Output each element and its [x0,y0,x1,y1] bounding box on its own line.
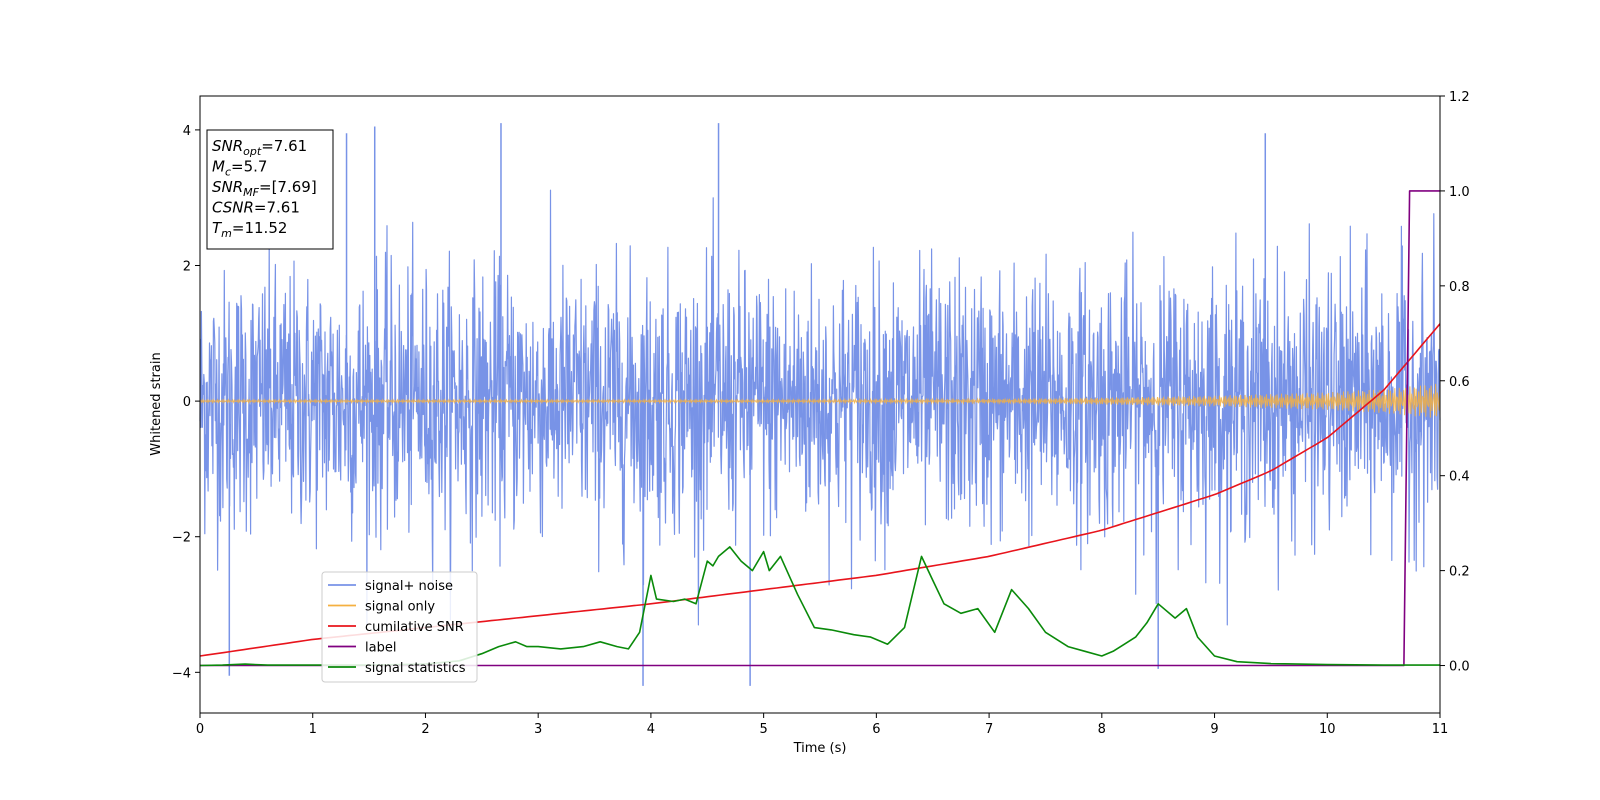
annotation-value: =5.7 [231,158,267,176]
annotation-subscript: MF [243,186,259,199]
annotation-line: Tm=11.52 [212,219,287,240]
annotation-symbol: T [212,219,223,237]
legend-label: cumilative SNR [365,620,464,635]
annotation-symbol: SNR [212,178,243,196]
x-tick-label: 10 [1319,722,1336,737]
series-line-signal-only [199,383,1441,418]
x-tick-label: 3 [534,722,542,737]
y2-tick-label: 0.4 [1449,470,1470,485]
annotation-subscript: c [225,166,231,179]
annotation-symbol: M [212,158,225,176]
axes: 0 1 2 3 4 5 6 7 8 9 10 11 −4 −2 0 2 4 0.0 0.2 0.4 0.6 0.8 1.0 1… [172,90,1470,737]
y-tick-label: −4 [172,666,191,681]
annotation-symbol: CSNR [212,199,254,217]
legend-label: signal only [365,600,435,615]
y2-tick-label: 0.2 [1449,565,1470,580]
annotation-line: CSNR=7.61 [212,199,300,217]
x-tick-label: 2 [421,722,429,737]
y2-tick-label: 0.8 [1449,280,1470,295]
annotation-subscript: opt [243,145,262,158]
legend-label: signal statistics [365,661,466,676]
y-tick-label: −2 [172,531,191,546]
x-tick-label: 5 [759,722,767,737]
series-line-signal-noise [199,189,1441,626]
x-tick-label: 1 [309,722,317,737]
annotation-value: =7.61 [254,199,300,217]
x-tick-label: 6 [872,722,880,737]
plot-area [199,123,1441,686]
y-tick-label: 0 [183,395,191,410]
y2-tick-label: 0.6 [1449,375,1470,390]
annotation-box: SNRopt=7.61Mc=5.7SNRMF=[7.69]CSNR=7.61Tm… [206,129,334,250]
legend-label: label [365,641,396,656]
plot-frame [199,95,1441,714]
y2-tick-label: 1.2 [1449,90,1470,105]
y-tick-label: 2 [183,260,191,275]
annotation-line: SNRMF=[7.69] [212,178,317,199]
y2-tick-label: 0.0 [1449,660,1470,675]
annotation-subscript: m [221,227,232,240]
y2-tick-label: 1.0 [1449,185,1470,200]
annotation-line: Mc=5.7 [212,158,267,179]
x-tick-label: 9 [1210,722,1218,737]
annotation-symbol: SNR [212,137,243,155]
legend-label: signal+ noise [365,579,453,594]
series-line-label [200,190,1440,667]
annotation-value: =11.52 [232,219,288,237]
x-tick-label: 11 [1432,722,1449,737]
x-axis-label: Time (s) [793,741,847,756]
x-tick-label: 8 [1098,722,1106,737]
x-tick-label: 0 [196,722,204,737]
legend-box [321,571,478,683]
annotation-value: =[7.69] [259,178,317,196]
annotation-line: SNRopt=7.61 [212,137,307,158]
legend: signal+ noise signal only cumilative SNR la… [321,571,478,683]
y-axis-label: Whitened strain [149,352,164,455]
annotation-value: =7.61 [261,137,307,155]
x-tick-label: 4 [647,722,655,737]
x-tick-label: 7 [985,722,993,737]
series-line-signal-statistics [199,546,1440,667]
annotation-frame [206,129,334,250]
y-tick-label: 4 [183,124,191,139]
